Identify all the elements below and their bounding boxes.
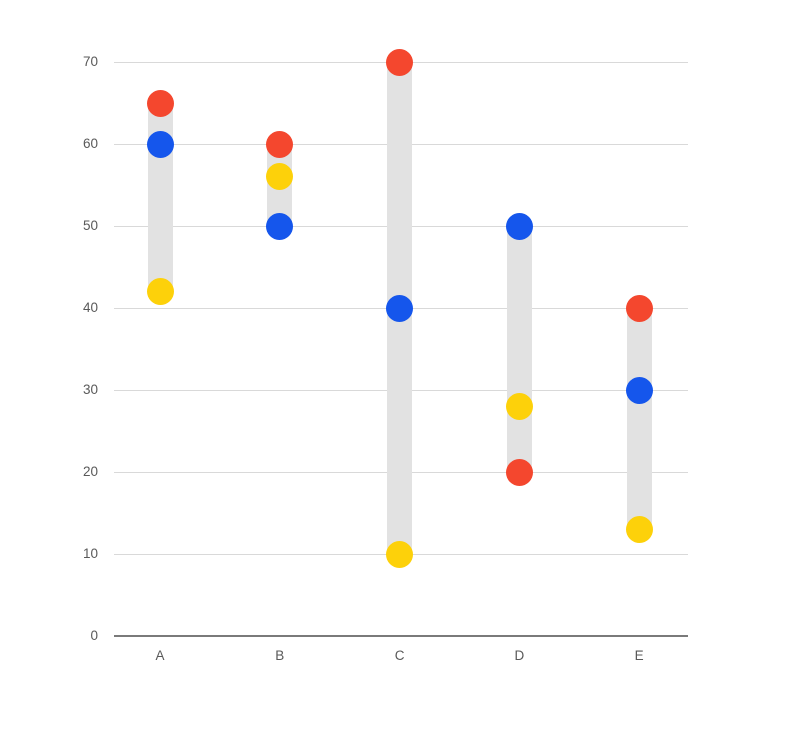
x-axis-category-label: A bbox=[155, 648, 165, 663]
dot-yellow-B bbox=[266, 163, 294, 191]
dot-blue-A bbox=[146, 130, 174, 158]
range-bar-D bbox=[506, 213, 532, 485]
dot-blue-D bbox=[505, 212, 533, 240]
dot-yellow-E bbox=[625, 515, 653, 543]
y-axis-tick-label: 50 bbox=[82, 218, 98, 233]
x-axis-category-label: E bbox=[634, 648, 644, 663]
range-bar-A bbox=[147, 90, 173, 305]
y-axis-tick-label: 70 bbox=[82, 54, 98, 69]
dot-red-C bbox=[386, 48, 414, 76]
y-axis-tick-label: 0 bbox=[90, 628, 98, 643]
x-axis-line bbox=[114, 635, 688, 637]
dot-red-D bbox=[505, 458, 533, 486]
y-axis-tick-label: 30 bbox=[82, 382, 98, 397]
dot-yellow-A bbox=[146, 278, 174, 306]
dot-red-E bbox=[625, 294, 653, 322]
dot-yellow-D bbox=[505, 392, 533, 420]
x-axis-category-label: D bbox=[514, 648, 525, 663]
x-axis-category-label: B bbox=[275, 648, 285, 663]
range-bar-E bbox=[626, 295, 652, 543]
y-axis-tick-label: 40 bbox=[82, 300, 98, 315]
y-axis-tick-label: 10 bbox=[82, 546, 98, 561]
dot-blue-C bbox=[386, 294, 414, 322]
dot-red-A bbox=[146, 89, 174, 117]
dot-blue-B bbox=[266, 212, 294, 240]
dot-red-B bbox=[266, 130, 294, 158]
y-axis-tick-label: 20 bbox=[82, 464, 98, 479]
y-axis-tick-label: 60 bbox=[82, 136, 98, 151]
dot-yellow-C bbox=[386, 540, 414, 568]
dot-blue-E bbox=[625, 376, 653, 404]
x-axis-category-label: C bbox=[394, 648, 405, 663]
